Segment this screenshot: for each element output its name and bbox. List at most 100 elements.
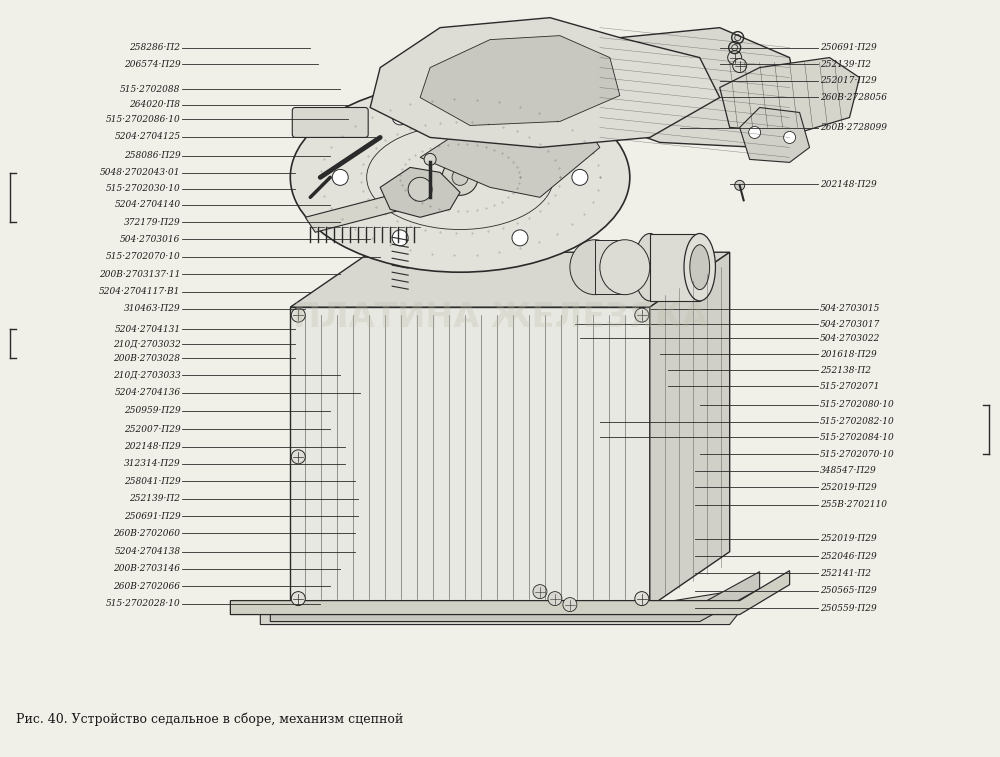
Circle shape bbox=[512, 109, 528, 125]
Circle shape bbox=[442, 160, 478, 195]
Text: 515·2702080·10: 515·2702080·10 bbox=[820, 400, 894, 410]
Text: 258286·П2: 258286·П2 bbox=[129, 43, 180, 52]
Circle shape bbox=[635, 308, 649, 322]
Circle shape bbox=[332, 170, 348, 185]
Circle shape bbox=[392, 109, 408, 125]
Polygon shape bbox=[305, 187, 430, 232]
Circle shape bbox=[784, 132, 796, 143]
Circle shape bbox=[392, 230, 408, 246]
Ellipse shape bbox=[570, 240, 620, 294]
Circle shape bbox=[735, 180, 745, 190]
Text: 515·2702071: 515·2702071 bbox=[820, 382, 880, 391]
Text: 200В·2703146: 200В·2703146 bbox=[113, 565, 180, 573]
Circle shape bbox=[408, 177, 432, 201]
Circle shape bbox=[533, 584, 547, 599]
Circle shape bbox=[749, 126, 761, 139]
Polygon shape bbox=[580, 28, 800, 148]
Polygon shape bbox=[380, 167, 460, 217]
Polygon shape bbox=[230, 571, 790, 615]
Text: 515·2702084·10: 515·2702084·10 bbox=[820, 433, 894, 442]
Text: 258041·П29: 258041·П29 bbox=[124, 477, 180, 486]
Polygon shape bbox=[420, 88, 600, 198]
Text: 200В·2703028: 200В·2703028 bbox=[113, 354, 180, 363]
Text: 201618·П29: 201618·П29 bbox=[820, 350, 876, 359]
Polygon shape bbox=[370, 17, 720, 148]
Text: Рис. 40. Устройство седальное в сборе, механизм сцепной: Рис. 40. Устройство седальное в сборе, м… bbox=[16, 713, 403, 727]
Text: 260В·2728099: 260В·2728099 bbox=[820, 123, 887, 132]
Text: 504·2703017: 504·2703017 bbox=[820, 319, 880, 329]
Ellipse shape bbox=[290, 83, 630, 273]
Polygon shape bbox=[650, 252, 730, 606]
Text: 210Д·2703033: 210Д·2703033 bbox=[113, 371, 180, 380]
Polygon shape bbox=[650, 233, 700, 301]
Text: 515·2702082·10: 515·2702082·10 bbox=[820, 417, 894, 426]
Polygon shape bbox=[290, 252, 730, 307]
Text: 206574·П29: 206574·П29 bbox=[124, 60, 180, 69]
Text: ПЛАТИНА ЖЕЛЕЗЯКА: ПЛАТИНА ЖЕЛЕЗЯКА bbox=[293, 301, 707, 334]
Text: 5204·2704117·В1: 5204·2704117·В1 bbox=[99, 287, 180, 296]
Polygon shape bbox=[720, 58, 860, 132]
Circle shape bbox=[733, 58, 747, 73]
Polygon shape bbox=[420, 36, 620, 126]
Circle shape bbox=[291, 450, 305, 464]
Polygon shape bbox=[270, 572, 760, 621]
Text: 504·2703015: 504·2703015 bbox=[820, 304, 880, 313]
Text: 515·2702088: 515·2702088 bbox=[120, 85, 180, 94]
Text: 260В·2702060: 260В·2702060 bbox=[113, 529, 180, 538]
Text: 515·2702028·10: 515·2702028·10 bbox=[106, 600, 180, 608]
Text: 5204·2704136: 5204·2704136 bbox=[114, 388, 180, 397]
Text: 210Д·2703032: 210Д·2703032 bbox=[113, 339, 180, 348]
Polygon shape bbox=[595, 240, 625, 294]
Text: 260В·2728056: 260В·2728056 bbox=[820, 93, 887, 102]
Text: 250691·П29: 250691·П29 bbox=[820, 43, 876, 52]
Ellipse shape bbox=[684, 233, 715, 301]
Circle shape bbox=[291, 592, 305, 606]
Text: 250559·П29: 250559·П29 bbox=[820, 603, 876, 612]
Ellipse shape bbox=[690, 245, 710, 290]
Text: 252141·П2: 252141·П2 bbox=[820, 569, 871, 578]
Text: 5204·2704140: 5204·2704140 bbox=[114, 200, 180, 209]
Circle shape bbox=[424, 154, 436, 165]
Circle shape bbox=[728, 51, 742, 64]
Polygon shape bbox=[290, 307, 650, 606]
Circle shape bbox=[452, 170, 468, 185]
Text: 5204·2704138: 5204·2704138 bbox=[114, 547, 180, 556]
Text: 252138·П2: 252138·П2 bbox=[820, 366, 871, 375]
Text: 5048·2702043·01: 5048·2702043·01 bbox=[100, 169, 180, 177]
Text: 372179·П29: 372179·П29 bbox=[124, 217, 180, 226]
Circle shape bbox=[548, 592, 562, 606]
Text: 252019·П29: 252019·П29 bbox=[820, 483, 876, 492]
Text: 250565·П29: 250565·П29 bbox=[820, 587, 876, 595]
Circle shape bbox=[572, 170, 588, 185]
Text: 312314·П29: 312314·П29 bbox=[124, 459, 180, 469]
Circle shape bbox=[512, 230, 528, 246]
Circle shape bbox=[563, 597, 577, 612]
Ellipse shape bbox=[634, 233, 666, 301]
Text: 504·2703016: 504·2703016 bbox=[120, 235, 180, 244]
Text: 515·2702086·10: 515·2702086·10 bbox=[106, 115, 180, 124]
Text: 264020·П8: 264020·П8 bbox=[129, 101, 180, 110]
Text: 255В·2702110: 255В·2702110 bbox=[820, 500, 887, 509]
Text: 252007·П29: 252007·П29 bbox=[124, 425, 180, 434]
Text: 310463·П29: 310463·П29 bbox=[124, 304, 180, 313]
Text: 250959·П29: 250959·П29 bbox=[124, 407, 180, 416]
Text: 258086·П29: 258086·П29 bbox=[124, 151, 180, 160]
Text: 252046·П29: 252046·П29 bbox=[820, 552, 876, 561]
Text: 252017·П29: 252017·П29 bbox=[820, 76, 876, 86]
Text: 515·2702070·10: 515·2702070·10 bbox=[106, 252, 180, 261]
Text: 252139·П2: 252139·П2 bbox=[820, 60, 871, 69]
Polygon shape bbox=[260, 587, 760, 625]
Text: 348547·П29: 348547·П29 bbox=[820, 466, 876, 475]
Text: 250691·П29: 250691·П29 bbox=[124, 512, 180, 521]
Text: 202148·П29: 202148·П29 bbox=[820, 180, 876, 188]
Circle shape bbox=[635, 592, 649, 606]
Polygon shape bbox=[740, 107, 810, 163]
Text: 200В·2703137·11: 200В·2703137·11 bbox=[99, 269, 180, 279]
Text: 252019·П29: 252019·П29 bbox=[820, 534, 876, 544]
FancyBboxPatch shape bbox=[292, 107, 368, 138]
Text: 252139·П2: 252139·П2 bbox=[129, 494, 180, 503]
Text: 5204·2704131: 5204·2704131 bbox=[114, 325, 180, 334]
Circle shape bbox=[291, 308, 305, 322]
Ellipse shape bbox=[600, 240, 650, 294]
Text: 260В·2702066: 260В·2702066 bbox=[113, 582, 180, 590]
